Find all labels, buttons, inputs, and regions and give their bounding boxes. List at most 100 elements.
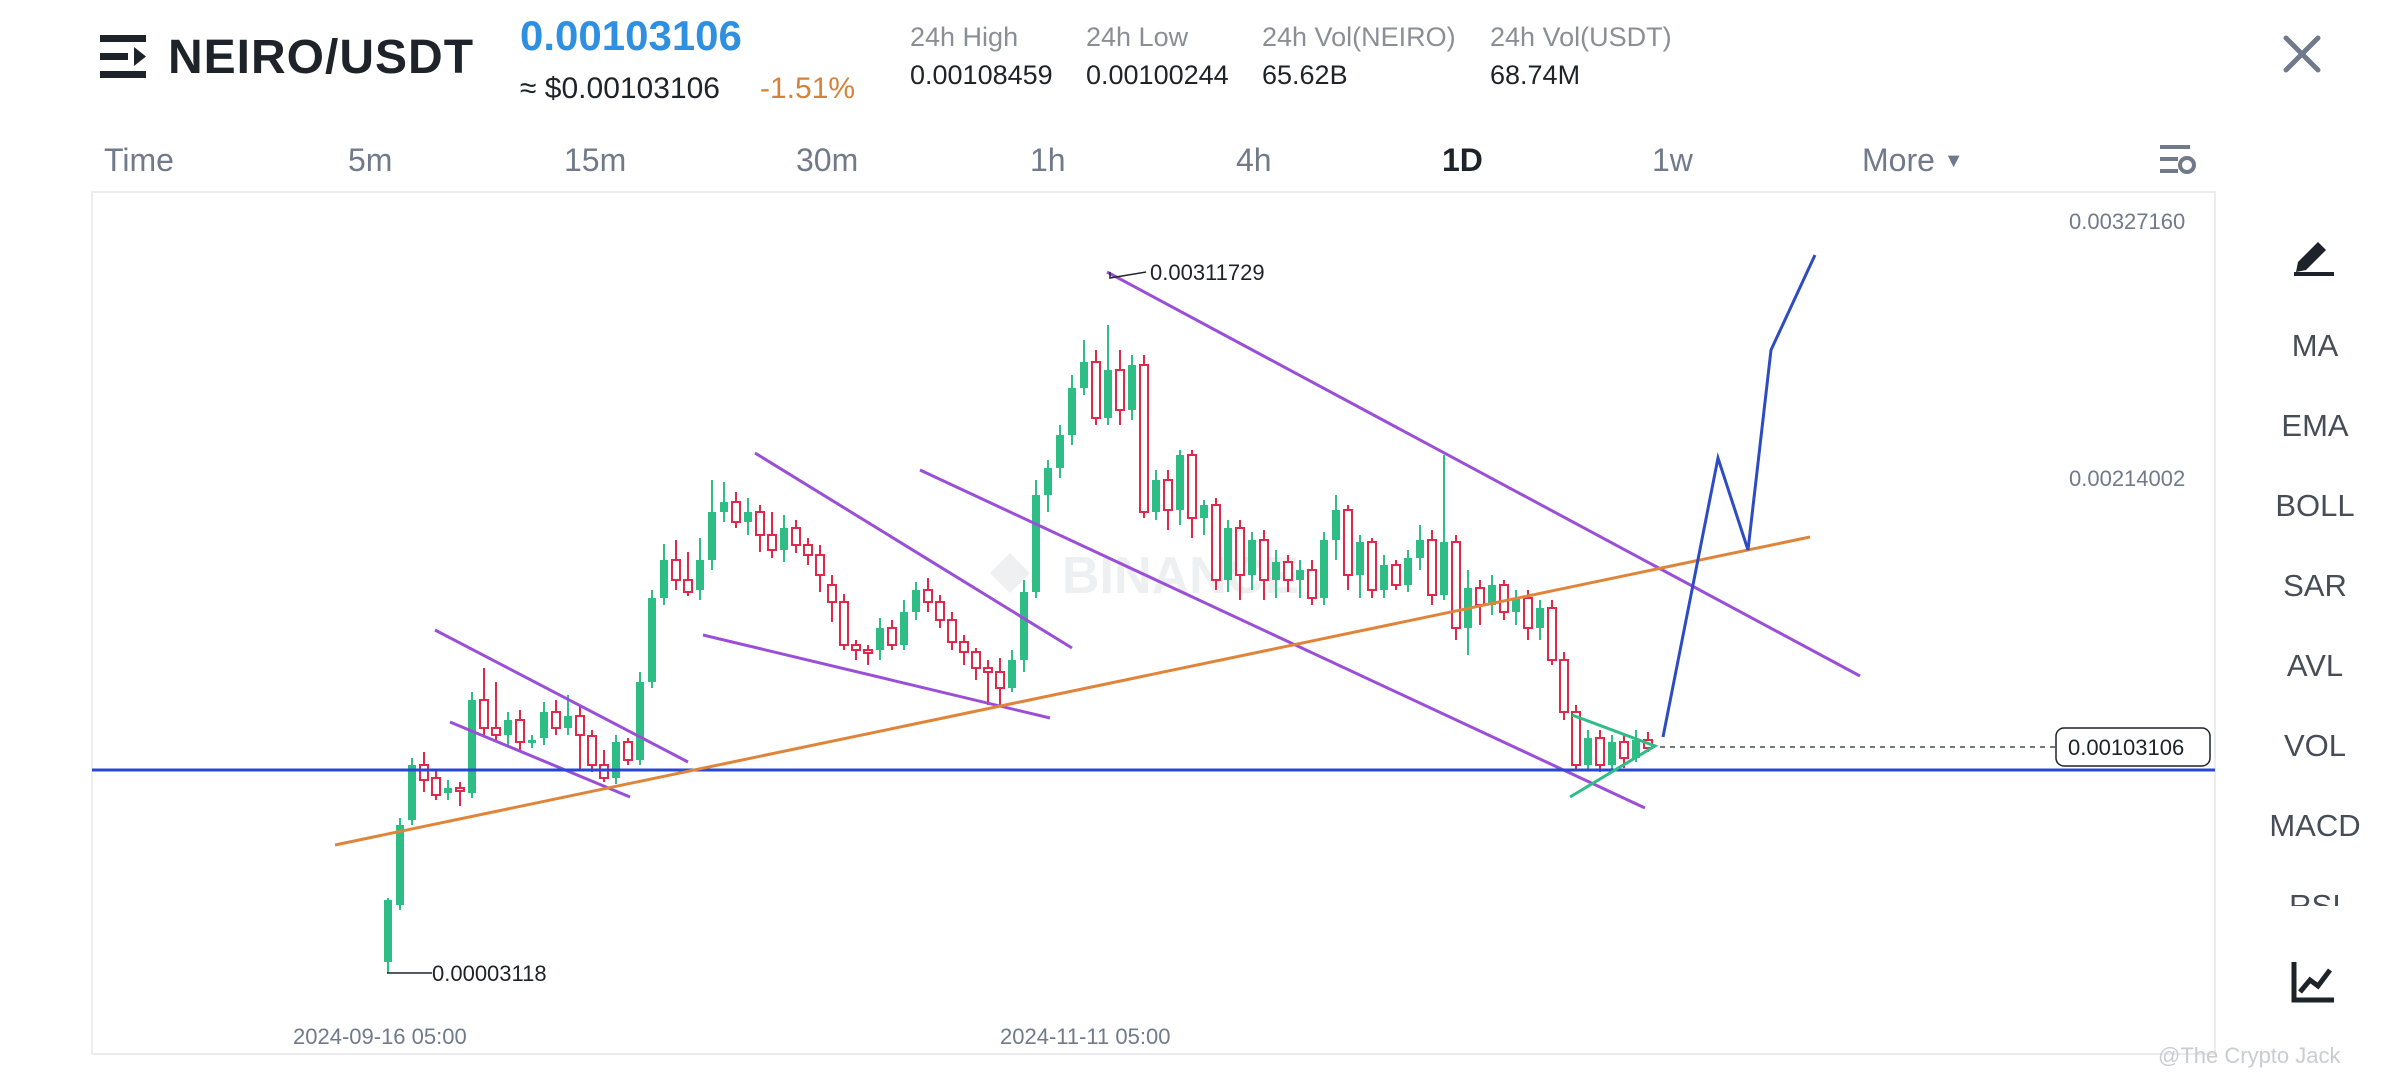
candle-body	[384, 900, 392, 962]
menu-icon[interactable]	[100, 33, 150, 81]
candle-body	[528, 740, 536, 743]
wedge-line	[919, 468, 1646, 810]
stat-label-24h-vol-quote: 24h Vol(USDT)	[1490, 22, 1672, 52]
indicator-vol[interactable]: VOL	[2283, 728, 2347, 763]
candle-body	[1248, 540, 1256, 575]
candle-body	[1619, 741, 1629, 759]
candle-body	[1584, 738, 1592, 765]
candle-body	[1200, 505, 1208, 518]
tab-1h[interactable]: 1h	[1030, 142, 1066, 178]
candle-body	[935, 601, 945, 621]
candle-body	[1343, 509, 1353, 576]
candle-body	[900, 612, 908, 645]
candle-body	[1152, 480, 1160, 512]
indicator-boll[interactable]: BOLL	[2275, 488, 2355, 523]
tab-1d[interactable]: 1D	[1442, 142, 1483, 178]
tab-5m[interactable]: 5m	[348, 142, 393, 178]
candle-body	[923, 589, 933, 603]
stat-value-24h-low: 0.00100244	[1086, 60, 1229, 90]
candle-body	[1080, 362, 1088, 388]
candle-body	[1380, 565, 1388, 590]
candle-body	[1320, 540, 1328, 598]
tab-time[interactable]: Time	[104, 142, 174, 178]
candle-body	[612, 742, 620, 778]
trading-pair-title[interactable]: NEIRO/USDT	[168, 31, 475, 84]
tab-15m[interactable]: 15m	[564, 142, 627, 178]
candle-body	[1571, 711, 1581, 766]
candle-body	[780, 528, 788, 550]
triangle-pattern	[1569, 713, 1659, 799]
candle-body	[468, 700, 476, 793]
indicator-macd[interactable]: MACD	[2269, 808, 2361, 843]
toolbar-divider	[2215, 196, 2216, 1056]
candle-body	[419, 764, 429, 781]
candle-body	[671, 559, 681, 581]
stat-label-24h-low: 24h Low	[1086, 22, 1189, 52]
chart-type-icon[interactable]	[2290, 958, 2336, 1004]
candle-body	[767, 534, 777, 551]
chart-settings-icon[interactable]	[2158, 142, 2196, 178]
candle-body	[455, 787, 465, 792]
candle-body	[683, 579, 693, 593]
stat-value-24h-vol-quote: 68.74M	[1490, 60, 1581, 90]
indicator-rsi[interactable]: RSI	[2289, 888, 2341, 906]
high-annotation: 0.00311729	[1150, 260, 1265, 285]
candle-body	[1056, 435, 1064, 468]
candle-body	[839, 601, 849, 646]
last-price: 0.00103106	[520, 12, 742, 59]
candle-body	[1032, 495, 1040, 592]
candle-body	[696, 560, 704, 590]
candle-body	[827, 584, 837, 603]
high-marker	[1109, 271, 1147, 279]
candle-body	[1272, 562, 1280, 580]
candle-body	[1115, 369, 1125, 411]
candle-body	[396, 825, 404, 905]
candle-body	[1595, 737, 1605, 766]
candle-body	[708, 512, 716, 560]
candle-body	[1523, 597, 1533, 629]
candlestick-chart[interactable]: BINANCE 0.00311729 0.00003118 0.00327160…	[0, 190, 2400, 1080]
indicator-ma[interactable]: MA	[2291, 328, 2339, 363]
candle-body	[1139, 364, 1149, 513]
candle-body	[959, 641, 969, 653]
candle-body	[1068, 388, 1076, 435]
low-annotation: 0.00003118	[432, 961, 547, 986]
tab-more-label: More	[1862, 142, 1935, 178]
candle-body	[1332, 510, 1340, 540]
candle-body	[995, 671, 1005, 689]
candle-body	[971, 651, 981, 669]
candle-body	[1091, 361, 1101, 419]
candle-body	[1475, 587, 1485, 606]
candle-body	[431, 777, 441, 796]
candle-body	[1451, 541, 1461, 629]
candle-body	[1307, 569, 1317, 599]
candle-body	[540, 712, 548, 738]
x-axis-label: 2024-11-11 05:00	[1000, 1024, 1170, 1049]
draw-pen-icon[interactable]	[2292, 232, 2336, 276]
wedge-line	[754, 451, 1073, 650]
indicator-sar[interactable]: SAR	[2283, 568, 2347, 603]
candle-body	[1391, 564, 1401, 586]
stat-label-24h-high: 24h High	[910, 22, 1019, 52]
candle-body	[1416, 540, 1424, 558]
candle-body	[636, 682, 644, 760]
candle-body	[1176, 455, 1184, 510]
candle-body	[1404, 558, 1412, 585]
indicator-avl[interactable]: AVL	[2286, 648, 2344, 683]
candle-body	[1163, 479, 1173, 511]
candle-body	[587, 735, 597, 766]
current-price-label: 0.00103106	[2068, 735, 2184, 760]
close-icon[interactable]	[2278, 30, 2326, 78]
wedge-line	[1106, 270, 1861, 678]
candle-body	[1559, 659, 1569, 713]
candle-body	[876, 628, 884, 650]
indicator-ema[interactable]: EMA	[2281, 408, 2349, 443]
caret-down-icon: ▼	[1943, 150, 1964, 172]
tab-30m[interactable]: 30m	[796, 142, 859, 178]
candle-body	[1224, 528, 1232, 580]
candle-body	[1536, 608, 1544, 628]
tab-more[interactable]: More ▼	[1862, 142, 1964, 179]
tab-4h[interactable]: 4h	[1236, 142, 1272, 178]
stat-label-24h-vol-base: 24h Vol(NEIRO)	[1262, 22, 1456, 52]
tab-1w[interactable]: 1w	[1652, 142, 1693, 178]
